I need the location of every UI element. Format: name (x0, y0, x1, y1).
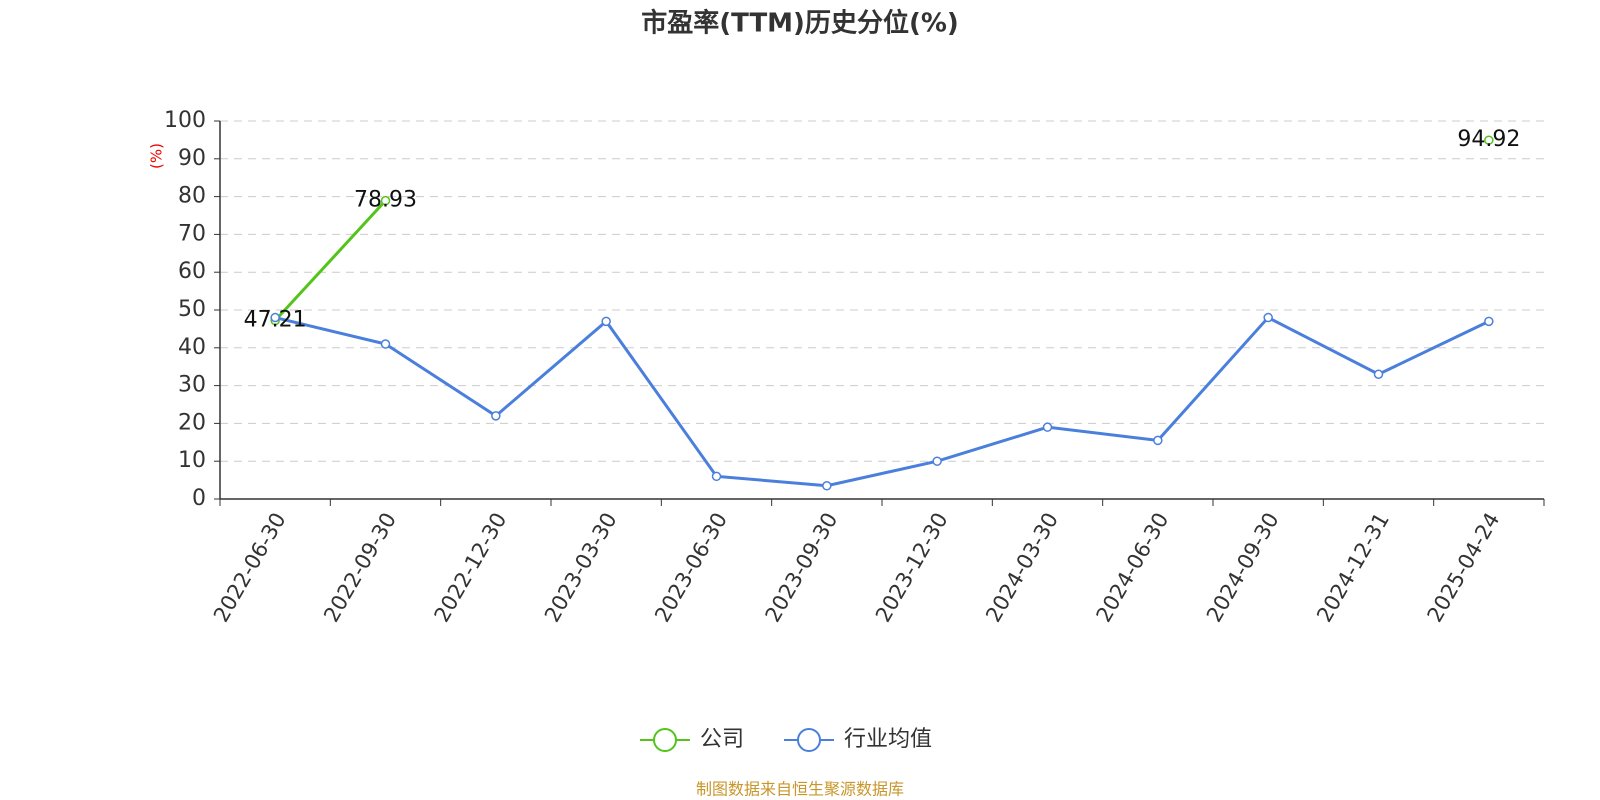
x-tick-label: 2024-09-30 (1202, 509, 1284, 627)
data-point (822, 481, 832, 491)
y-tick-label: 40 (178, 335, 206, 360)
x-tick-label: 2023-12-30 (871, 509, 953, 627)
legend-marker (797, 728, 821, 752)
data-point (1042, 422, 1053, 432)
data-point (491, 411, 501, 421)
data-label: 47.21 (244, 308, 307, 333)
y-tick-label: 80 (178, 184, 206, 209)
x-tick-label: 2022-06-30 (209, 509, 291, 627)
data-point (711, 471, 722, 482)
y-tick-label: 50 (178, 297, 206, 322)
y-tick-label: 30 (178, 373, 206, 398)
x-tick-label: 2023-09-30 (761, 509, 843, 627)
data-label: 94.92 (1457, 127, 1520, 152)
x-tick-label: 2023-06-30 (650, 509, 732, 627)
y-tick-label: 70 (178, 221, 206, 246)
y-axis-label: (%) (148, 143, 166, 169)
legend-marker (653, 728, 677, 752)
y-tick-label: 10 (178, 448, 206, 473)
legend-label: 行业均值 (844, 727, 932, 752)
data-point (1484, 135, 1494, 145)
y-tick-label: 60 (178, 259, 206, 284)
data-label: 78.93 (354, 188, 417, 213)
source-note: 制图数据来自恒生聚源数据库 (696, 780, 904, 799)
y-tick-label: 100 (164, 108, 206, 133)
x-tick-label: 2023-03-30 (540, 509, 622, 627)
legend-label: 公司 (700, 727, 744, 752)
data-point (270, 312, 280, 323)
x-tick-label: 2024-06-30 (1092, 509, 1174, 627)
chart-title: 市盈率(TTM)历史分位(%) (641, 8, 959, 39)
x-tick-label: 2024-03-30 (981, 509, 1063, 627)
y-tick-label: 0 (192, 486, 206, 511)
data-point (380, 195, 391, 206)
x-tick-label: 2022-12-30 (430, 509, 512, 627)
data-point (932, 456, 942, 466)
data-point (1484, 316, 1494, 327)
series-line (275, 140, 1489, 320)
x-tick-label: 2025-04-24 (1423, 509, 1505, 627)
data-point (1373, 369, 1384, 380)
y-tick-label: 20 (178, 410, 206, 435)
x-tick-label: 2022-09-30 (319, 509, 401, 627)
series-line (274, 315, 1490, 488)
data-point (1153, 435, 1163, 446)
y-tick-label: 90 (178, 146, 206, 171)
data-point (601, 316, 611, 327)
x-tick-label: 2024-12-31 (1312, 509, 1394, 627)
data-point (1263, 312, 1273, 323)
data-point (380, 339, 391, 349)
